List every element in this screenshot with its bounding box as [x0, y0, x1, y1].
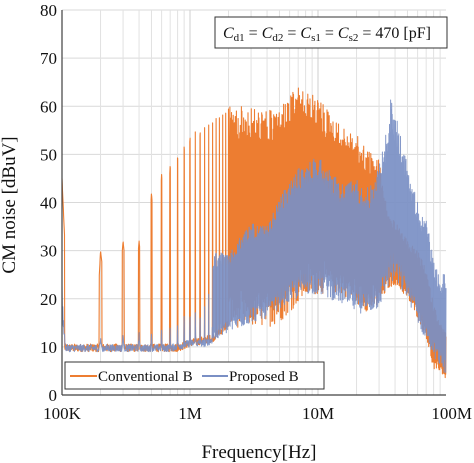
annotation-fragment: =: [245, 25, 262, 42]
annotation-fragment: s2: [349, 32, 359, 44]
annotation-fragment: d1: [234, 32, 245, 44]
y-tick-label: 0: [49, 386, 58, 405]
annotation-fragment: =: [283, 25, 300, 42]
y-tick-label: 10: [40, 338, 57, 357]
y-tick-label: 20: [40, 290, 57, 309]
series-line-proposed-b: [61, 99, 447, 373]
series-group: [61, 87, 447, 379]
y-tick-label: 50: [40, 145, 57, 164]
y-axis-title: CM noise [dBuV]: [0, 136, 20, 273]
legend-frame: [64, 361, 325, 390]
tick-labels: 0 10 20 30 40 50 60 70 80 100K 1M 10M 100M: [40, 1, 472, 423]
x-tick-label: 10M: [302, 404, 334, 423]
legend-label-conventional-b: Conventional B: [98, 369, 193, 385]
y-tick-label: 60: [40, 97, 57, 116]
annotation-box: Cd1 = Cd2 = Cs1 = Cs2 = 470 [pF]: [214, 16, 448, 49]
x-tick-label: 100M: [431, 404, 472, 423]
annotation-fragment: C: [262, 25, 273, 42]
y-tick-label: 70: [40, 49, 57, 68]
annotation-fragment: s1: [311, 32, 321, 44]
axes: [61, 10, 446, 396]
annotation-fragment: =: [321, 25, 338, 42]
annotation-text: Cd1 = Cd2 = Cs1 = Cs2 = 470 [pF]: [223, 25, 431, 44]
legend: Conventional B Proposed B: [64, 361, 325, 390]
annotation-fragment: C: [223, 25, 234, 42]
annotation-fragment: d2: [272, 32, 283, 44]
x-tick-label: 100K: [43, 404, 82, 423]
x-tick-label: 1M: [178, 404, 202, 423]
legend-label-proposed-b: Proposed B: [229, 369, 299, 385]
annotation-fragment: = 470 [pF]: [358, 25, 431, 42]
annotation-fragment: C: [300, 25, 311, 42]
annotation-fragment: C: [338, 25, 349, 42]
y-tick-label: 80: [40, 1, 57, 20]
y-tick-label: 40: [40, 194, 57, 213]
annotation-frame: [214, 16, 448, 49]
y-tick-label: 30: [40, 242, 57, 261]
x-axis-title: Frequency[Hz]: [201, 442, 316, 463]
